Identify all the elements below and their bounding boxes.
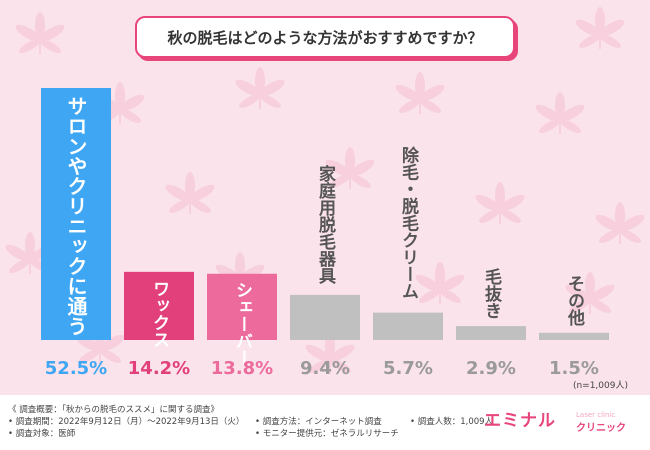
category-label-2: ワックス bbox=[149, 280, 169, 348]
logo-sub-text: クリニック bbox=[576, 423, 626, 434]
category-label-1: サロンやクリニックに通う bbox=[64, 96, 88, 336]
survey-period: • 調査期間：2022年9月12日（月）～2022年9月13日（火） bbox=[8, 417, 245, 427]
bar-7 bbox=[539, 332, 609, 340]
bar-1 bbox=[41, 88, 111, 340]
chart-title: 秋の脱毛はどのような方法がおすすめですか？ bbox=[135, 16, 515, 58]
survey-provider: • モニター提供元：ゼネラルリサーチ bbox=[255, 429, 399, 439]
bar-4 bbox=[290, 294, 360, 340]
value-label-1: 52.5% bbox=[45, 358, 107, 379]
value-label-5: 5.7% bbox=[383, 358, 433, 379]
sample-size-note: (n=1,009人) bbox=[572, 381, 628, 391]
value-label-3: 13.8% bbox=[211, 358, 273, 379]
bar-2 bbox=[124, 271, 194, 340]
survey-footer: 《 調査概要：「秋からの脱毛のススメ」に関する調査》 • 調査期間：2022年9… bbox=[0, 395, 650, 450]
value-label-4: 9.4% bbox=[300, 358, 350, 379]
clinic-logo: Laser clinic エミナル クリニック bbox=[484, 407, 634, 443]
value-label-7: 1.5% bbox=[549, 358, 599, 379]
value-label-6: 2.9% bbox=[466, 358, 516, 379]
value-label-2: 14.2% bbox=[128, 358, 190, 379]
bar-6 bbox=[456, 326, 526, 340]
category-label-7: その他 bbox=[564, 275, 586, 326]
category-label-4: 家庭用脱毛器具 bbox=[315, 164, 337, 285]
survey-count: • 調査人数：1,009人 bbox=[410, 417, 494, 427]
survey-method: • 調査方法：インターネット調査 bbox=[255, 417, 382, 427]
survey-target: • 調査対象：医師 bbox=[8, 429, 76, 439]
survey-summary: 《 調査概要：「秋からの脱毛のススメ」に関する調査》 bbox=[8, 405, 219, 415]
category-label-5: 除毛・脱毛クリーム bbox=[398, 146, 419, 300]
logo-tagline: Laser clinic bbox=[576, 411, 616, 419]
bar-5 bbox=[373, 312, 443, 340]
category-label-3: シェーバー bbox=[232, 282, 253, 367]
category-label-6: 毛抜き bbox=[481, 267, 502, 319]
bar-3 bbox=[207, 273, 277, 340]
logo-main-text: エミナル bbox=[484, 411, 556, 431]
